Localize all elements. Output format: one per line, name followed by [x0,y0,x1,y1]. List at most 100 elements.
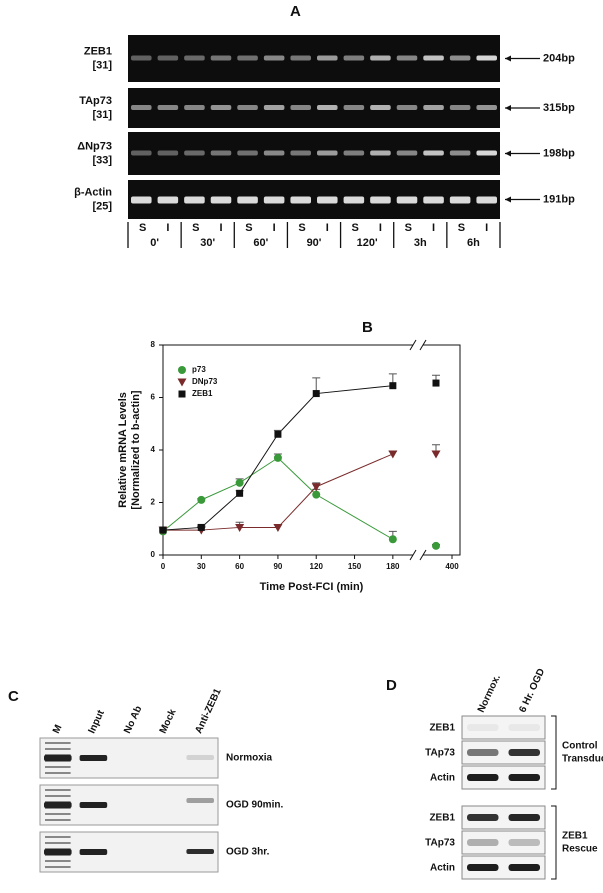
blot [461,805,546,830]
gel-band [44,755,72,761]
gel-band [343,150,365,156]
gel-band [423,196,444,204]
lane-label: I [379,222,382,234]
gel-band [44,802,72,808]
row-label: OGD 90min. [226,800,283,811]
gel-band [396,150,418,156]
arrow-head [505,150,511,157]
gel-band [131,105,152,110]
series-line [200,492,240,528]
column-label: No Ab [122,704,144,735]
band-size: 204bp [543,52,575,64]
gel-band [370,196,391,204]
blot-band [508,814,540,821]
marker [388,535,397,544]
ladder-band [45,813,71,815]
gel-band [290,55,311,61]
gel-band [396,105,418,110]
gel-band [237,55,258,61]
marker [311,483,321,492]
marker [236,489,244,497]
gel-band [237,105,258,110]
axis-break [409,549,417,561]
gel-band [210,105,232,110]
gel-band [263,150,285,156]
axis-break-gap [413,551,423,559]
marker [197,495,206,504]
gel-band [79,755,108,761]
timepoint: 60' [253,237,268,249]
gel-band [79,802,108,808]
column-label: Anti-ZEB1 [193,687,224,736]
series-line [277,457,317,495]
gel-band [476,196,497,204]
gel [128,132,500,175]
series-line [316,453,394,488]
gel-band [343,55,365,61]
legend-label: ZEB1 [192,389,213,398]
x-tick-label: 30 [197,562,206,571]
ladder-band [45,789,71,791]
marker [273,523,283,532]
blot-band [467,724,499,731]
gel-band [263,196,285,204]
gel-cycles: [25] [92,200,112,212]
gel-band [476,105,497,110]
lane-label: S [298,222,305,234]
blot-band [508,864,540,871]
lane-label: S [192,222,199,234]
y-axis-label: [Normalized to b-actin] [130,390,142,510]
group-label: Control [562,741,598,752]
marker [159,526,167,534]
blot-band [508,839,540,846]
blot-band [508,724,540,731]
x-tick-label: 120 [310,562,324,571]
blot-band [467,749,499,756]
legend-label: DNp73 [192,377,218,386]
gel-band [290,150,311,156]
row-label: TAp73 [425,838,455,849]
gel-band [449,150,471,156]
lane-label: S [405,222,412,234]
gel-band [210,150,232,156]
ladder-band [45,772,71,774]
ladder-band [45,836,71,838]
gel-band [317,55,338,61]
gel-cycles: [33] [92,154,112,166]
gel-band [396,55,418,61]
gel-band [131,55,152,61]
gel-band [423,105,444,110]
marker [235,523,245,532]
x-tick-label: 0 [161,562,166,571]
gel-band [210,196,232,204]
ladder-band [45,795,71,797]
row-label: ZEB1 [429,723,455,734]
y-tick-label: 6 [151,393,156,402]
gel-name: ΔNp73 [77,140,112,152]
gel-band [186,755,214,760]
ladder-band [45,766,71,768]
gel-band [184,196,205,204]
lane-label: I [273,222,276,234]
series-line [162,499,202,532]
gel-name: ZEB1 [84,45,112,57]
x-tick-label: 60 [235,562,244,571]
marker [389,382,397,390]
x-tick-label: 400 [445,562,459,571]
blot-band [467,839,499,846]
timepoint: 30' [200,237,215,249]
y-tick-label: 2 [151,498,156,507]
band-size: 191bp [543,193,575,205]
panel-label: B [362,319,373,336]
legend-marker [178,366,186,374]
axis-break [419,549,427,561]
gel-band [263,105,285,110]
row-label: ZEB1 [429,813,455,824]
gel-band [343,196,365,204]
marker [274,430,282,438]
blot [461,765,546,790]
band-size: 315bp [543,102,575,114]
blot-band [508,749,540,756]
y-tick-label: 0 [151,550,156,559]
